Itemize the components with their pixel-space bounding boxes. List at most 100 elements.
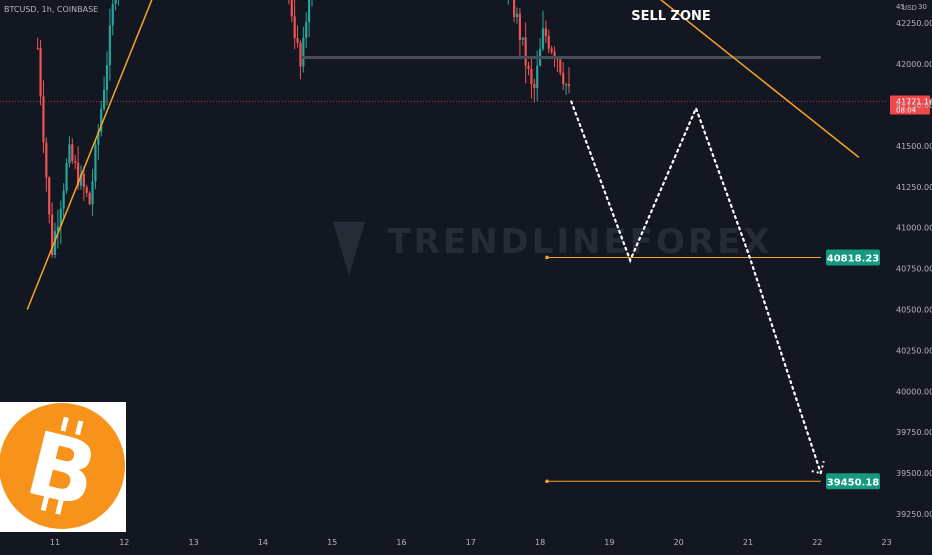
candle-body — [536, 65, 539, 89]
candle-body — [547, 36, 550, 49]
x-tick-label: 15 — [327, 538, 337, 547]
candle-body — [521, 37, 524, 40]
target-badge — [826, 249, 880, 266]
target-line-start-dot — [545, 479, 549, 484]
x-tick-label: 21 — [743, 538, 753, 547]
y-tick-label-top-fraction: 30 — [918, 3, 927, 11]
currency-tag: USD — [902, 5, 917, 12]
watermark-text: TRENDLINEFOREX — [387, 222, 772, 262]
y-tick-label: 40000.00 — [896, 387, 932, 396]
candle-body — [305, 22, 308, 38]
candle-body — [100, 108, 103, 132]
candle-body — [524, 37, 527, 66]
y-tick-label: 39500.00 — [896, 469, 932, 478]
x-tick-label: 17 — [466, 538, 476, 547]
candle-body — [296, 38, 299, 43]
y-tick-label: 42000.00 — [896, 60, 932, 69]
x-tick-label: 18 — [535, 538, 545, 547]
candle-body — [518, 13, 521, 40]
x-tick-label: 20 — [674, 538, 684, 547]
target-badge-label: 39450.18 — [827, 477, 880, 488]
watermark-logo — [333, 222, 365, 276]
candle-body — [290, 0, 293, 17]
x-tick-label: 23 — [882, 538, 892, 547]
y-tick-label: 42250.00 — [896, 19, 932, 28]
candle-body — [559, 59, 562, 73]
candle-body — [530, 69, 533, 84]
candle-body — [513, 0, 516, 18]
x-tick-label: 12 — [119, 538, 129, 547]
trendline — [659, 0, 860, 158]
candle-body — [515, 13, 519, 18]
candle-body — [302, 37, 305, 67]
current-price-badge — [890, 95, 930, 115]
candle-body — [308, 0, 311, 23]
candle-body — [45, 142, 48, 178]
candle-body — [91, 181, 94, 205]
y-tick-label: 41750.00 — [896, 101, 932, 110]
y-tick-label: 39750.00 — [896, 428, 932, 437]
candle-body — [71, 144, 74, 162]
candle-body — [79, 173, 83, 186]
bitcoin-logo: B — [0, 402, 126, 532]
x-tick-label: 13 — [189, 538, 199, 547]
candle-body — [36, 47, 39, 49]
candle-body — [299, 42, 302, 67]
x-tick-label: 16 — [396, 538, 406, 547]
candle-body — [550, 48, 553, 52]
x-tick-label: 14 — [258, 538, 268, 547]
candle-body — [68, 144, 71, 164]
candle-body — [88, 192, 91, 205]
candle-body — [105, 65, 109, 90]
target-badge-label: 40818.23 — [827, 253, 880, 264]
candle-body — [533, 83, 536, 89]
y-tick-label: 41500.00 — [896, 142, 932, 151]
y-tick-label: 40750.00 — [896, 265, 932, 274]
y-tick-label: 41000.00 — [896, 224, 932, 233]
candle-body — [94, 145, 97, 182]
y-tick-label: 40250.00 — [896, 346, 932, 355]
candle-body — [114, 0, 117, 4]
y-tick-label-top: 45 — [896, 3, 905, 11]
candle-body — [544, 28, 547, 37]
target-line-start-dot — [545, 255, 549, 260]
candle-body — [74, 161, 77, 163]
candle-body — [77, 162, 80, 186]
candle-body — [102, 89, 106, 109]
trendline — [26, 0, 153, 310]
candle-body — [97, 131, 100, 146]
candle-body — [553, 51, 556, 59]
x-tick-label: 22 — [812, 538, 822, 547]
candle-body — [527, 65, 530, 70]
target-badge — [826, 473, 880, 490]
x-tick-label: 11 — [50, 538, 60, 547]
candle-body — [56, 226, 59, 232]
candle-body — [108, 25, 111, 66]
candle-body — [564, 84, 568, 86]
candle-body — [62, 190, 65, 209]
candle-body — [42, 96, 45, 143]
candle-body — [82, 173, 85, 188]
y-tick-label: 39250.00 — [896, 510, 932, 519]
candle-body — [541, 28, 545, 49]
candle-body — [85, 187, 88, 193]
candle-body — [567, 84, 571, 87]
candle-body — [51, 214, 54, 256]
current-price-label: 41771.16 — [896, 98, 932, 107]
candle-body — [111, 3, 114, 26]
symbol-header[interactable]: BTCUSD, 1h, COINBASE — [4, 5, 99, 14]
y-tick-label: 40500.00 — [896, 306, 932, 315]
candle-countdown-label: 08:04 — [896, 107, 917, 115]
sell-zone-label: SELL ZONE — [631, 9, 711, 24]
candle-body — [562, 72, 565, 85]
x-tick-label: 19 — [604, 538, 614, 547]
candle-body — [48, 177, 51, 215]
candle-body — [39, 47, 42, 97]
candle-body — [65, 163, 68, 191]
candle-body — [293, 16, 296, 39]
y-tick-label: 41250.00 — [896, 183, 932, 192]
candle-body — [53, 231, 57, 256]
